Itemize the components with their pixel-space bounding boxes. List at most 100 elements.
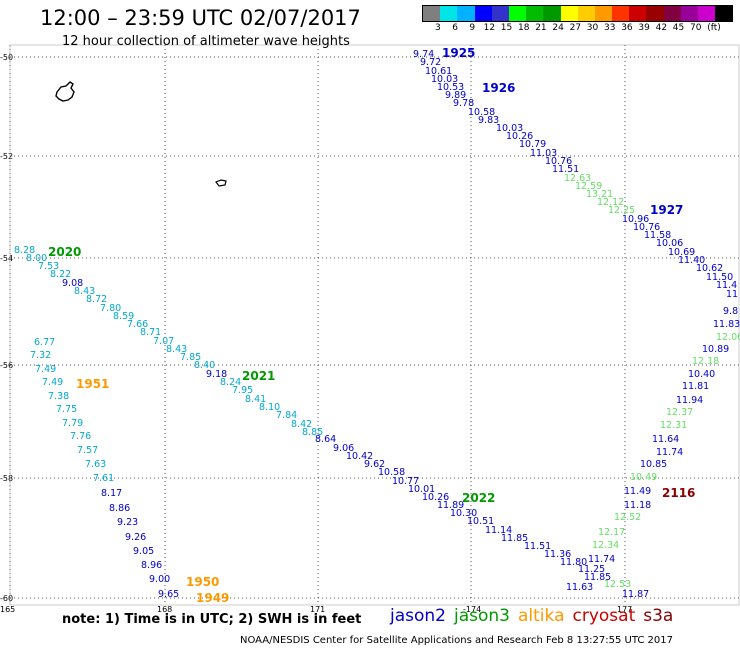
wave-height-value: 9.06 <box>333 443 354 454</box>
color-swatch <box>715 6 733 21</box>
color-swatch <box>543 6 561 21</box>
wave-height-value: 8.71 <box>140 327 161 338</box>
wave-height-value: 10.58 <box>468 107 495 118</box>
color-swatch <box>474 6 492 21</box>
wave-height-value: 8.17 <box>101 488 122 499</box>
color-scale-label: 70 <box>690 23 702 33</box>
wave-height-value: 8.64 <box>315 434 336 445</box>
wave-height-value: 9.78 <box>453 98 474 109</box>
color-swatch <box>508 6 527 21</box>
color-scale-label: 3 <box>435 23 441 33</box>
color-scale-label: 30 <box>586 23 599 33</box>
wave-height-value: 7.84 <box>276 410 297 421</box>
rev-label: 1925 <box>442 46 475 60</box>
color-swatch <box>612 6 630 21</box>
wave-height-value: 8.96 <box>141 560 162 571</box>
wave-height-value: 7.79 <box>62 418 83 429</box>
wave-height-value: 8.00 <box>26 253 47 264</box>
lon-label: 168 <box>157 605 172 614</box>
wave-height-value: 8.59 <box>113 311 134 322</box>
wave-height-value: 11.64 <box>652 434 679 445</box>
wave-height-value: 8.10 <box>259 402 280 413</box>
wave-height-value: 11.74 <box>588 554 615 565</box>
rev-label: 1926 <box>482 81 515 95</box>
wave-height-value: 11.74 <box>656 447 683 458</box>
wave-height-value: 9.26 <box>125 532 146 543</box>
wave-height-value: 10.62 <box>696 263 723 274</box>
color-scale-label: 39 <box>638 23 650 33</box>
color-scale-label: 27 <box>569 23 582 33</box>
wave-height-value: 10.40 <box>688 369 715 380</box>
color-swatch <box>698 6 716 21</box>
wave-height-value: 11.18 <box>624 500 651 511</box>
color-swatch <box>423 6 441 21</box>
wave-height-value: 12.53 <box>604 579 631 590</box>
color-swatch <box>440 6 458 21</box>
wave-height-value: 12.37 <box>666 407 693 418</box>
page-title: 12:00 – 23:59 UTC 02/07/2017 <box>40 6 361 30</box>
wave-height-value: 8.42 <box>291 419 312 430</box>
wave-height-value: 12.63 <box>564 173 591 184</box>
wave-height-value: 10.69 <box>668 247 695 258</box>
color-swatch <box>577 6 595 21</box>
rev-label: 2021 <box>242 369 275 383</box>
wave-height-value: 11.85 <box>501 533 528 544</box>
wave-height-value: 11.63 <box>566 582 593 593</box>
lat-label: -58 <box>0 474 13 483</box>
color-scale-label: 9 <box>469 23 476 33</box>
color-scale-label: 15 <box>500 23 513 33</box>
color-swatch <box>560 6 578 21</box>
wave-height-value: 10.77 <box>392 476 419 487</box>
wave-height-value: 10.76 <box>633 222 660 233</box>
wave-height-value: 12.31 <box>660 420 687 431</box>
lat-label: -54 <box>0 254 13 263</box>
wave-height-value: 10.79 <box>519 139 546 150</box>
page-subtitle: 12 hour collection of altimeter wave hei… <box>62 34 350 49</box>
wave-height-value: 7.75 <box>56 404 77 415</box>
wave-height-value: 11.51 <box>524 541 551 552</box>
color-scale-label: 42 <box>655 23 668 33</box>
color-scale-label: 18 <box>518 23 530 33</box>
lat-label: -52 <box>0 152 13 161</box>
wave-height-value: 10.03 <box>431 74 458 85</box>
satellite-name: s3a <box>643 606 674 626</box>
rev-label: 1951 <box>76 377 109 391</box>
wave-height-value: 11.14 <box>485 525 512 536</box>
wave-height-value: 12.17 <box>598 527 625 538</box>
wave-height-value: 9.83 <box>478 115 499 126</box>
wave-height-value: 8.22 <box>50 269 71 280</box>
wave-height-value: 11.36 <box>544 549 571 560</box>
wave-height-value: 10.58 <box>378 467 405 478</box>
satellite-legend: jason2 jason3 altika cryosat s3a <box>390 606 681 626</box>
wave-height-value: 10.26 <box>506 131 533 142</box>
wave-height-value: 9.89 <box>445 90 466 101</box>
wave-height-value: 11.87 <box>622 589 649 600</box>
island-auckland <box>55 81 75 102</box>
wave-height-value: 11 <box>726 289 738 300</box>
color-scale-label: (ft) <box>707 23 721 33</box>
lat-label: -56 <box>0 361 13 370</box>
wave-height-value: 11.85 <box>584 572 611 583</box>
islands <box>55 81 227 187</box>
lon-label: -174 <box>463 605 481 614</box>
wave-height-value: 9.05 <box>133 546 154 557</box>
lon-label: 177 <box>617 605 632 614</box>
wave-height-value: 8.43 <box>166 344 187 355</box>
wave-height-value: 8.24 <box>220 377 241 388</box>
wave-height-value: 7.38 <box>48 391 69 402</box>
wave-height-value: 10.01 <box>408 484 435 495</box>
color-scale-label: 21 <box>535 23 547 33</box>
revolution-labels: 1925 1926 1927 2020 2021 2022 1951 1950 1949 2116 <box>48 46 695 605</box>
lat-label: -50 <box>0 53 13 62</box>
color-swatch <box>594 6 613 21</box>
wave-height-value: 9.08 <box>62 278 83 289</box>
wave-height-value: 7.49 <box>42 377 63 388</box>
wave-height-value: 12.34 <box>592 540 619 551</box>
wave-height-value: 7.07 <box>153 336 174 347</box>
wave-height-value: 6.77 <box>34 337 55 348</box>
wave-height-value: 7.63 <box>85 459 106 470</box>
color-swatch <box>457 6 475 21</box>
wave-height-value: 9.18 <box>206 369 227 380</box>
wave-height-value: 13.21 <box>586 189 613 200</box>
rev-label: 1950 <box>186 575 219 589</box>
